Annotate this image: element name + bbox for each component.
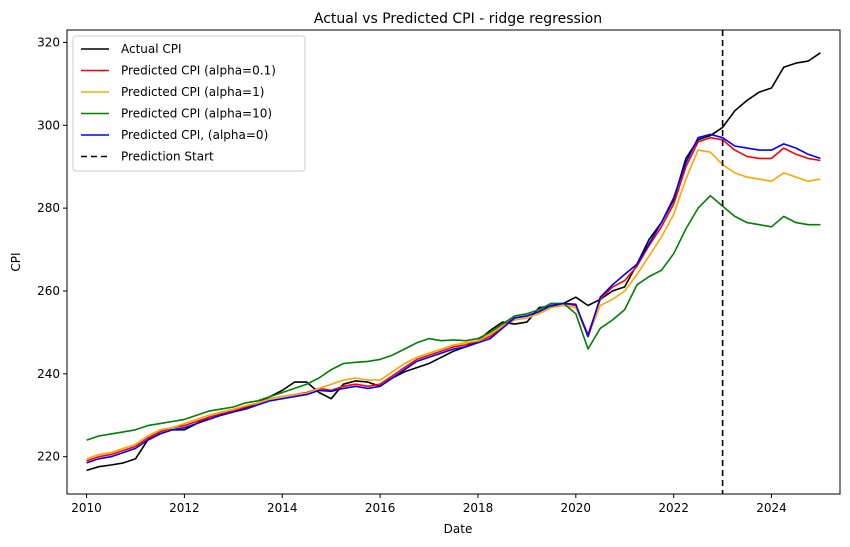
x-tick-label: 2022 bbox=[658, 501, 689, 515]
x-axis-ticks: 2010 2012 2014 2016 2018 2020 2022 2024 bbox=[71, 494, 787, 515]
x-axis-label: Date bbox=[444, 522, 473, 536]
plot-frame bbox=[66, 29, 841, 495]
series-line-3 bbox=[86, 194, 821, 441]
y-tick-label: 280 bbox=[37, 201, 60, 215]
x-tick-label: 2018 bbox=[463, 501, 494, 515]
legend-label: Predicted CPI, (alpha=0) bbox=[121, 128, 268, 142]
chart-title: Actual vs Predicted CPI - ridge regressi… bbox=[314, 11, 602, 27]
x-tick-label: 2010 bbox=[71, 501, 102, 515]
legend-label: Predicted CPI (alpha=0.1) bbox=[121, 64, 276, 78]
y-tick-label: 260 bbox=[37, 284, 60, 298]
y-axis-ticks: 220 240 260 280 300 320 bbox=[37, 35, 67, 464]
y-tick-label: 220 bbox=[37, 450, 60, 464]
x-tick-label: 2020 bbox=[561, 501, 592, 515]
legend-box bbox=[72, 35, 306, 172]
y-axis-label: CPI bbox=[9, 252, 23, 271]
series-line-1 bbox=[86, 136, 821, 462]
x-tick-label: 2016 bbox=[365, 501, 396, 515]
legend: Actual CPI Predicted CPI (alpha=0.1) Predi… bbox=[72, 35, 306, 172]
x-tick-label: 2012 bbox=[169, 501, 200, 515]
series-line-4 bbox=[86, 133, 821, 464]
plot-series-group bbox=[86, 30, 821, 494]
x-tick-label: 2024 bbox=[756, 501, 787, 515]
legend-label: Predicted CPI (alpha=10) bbox=[121, 107, 272, 121]
x-tick-label: 2014 bbox=[267, 501, 298, 515]
legend-label: Actual CPI bbox=[121, 42, 182, 56]
y-tick-label: 320 bbox=[37, 35, 60, 49]
series-line-2 bbox=[86, 149, 821, 460]
y-tick-label: 240 bbox=[37, 367, 60, 381]
legend-label: Predicted CPI (alpha=1) bbox=[121, 85, 264, 99]
y-tick-label: 300 bbox=[37, 118, 60, 132]
legend-label: Prediction Start bbox=[121, 150, 214, 164]
